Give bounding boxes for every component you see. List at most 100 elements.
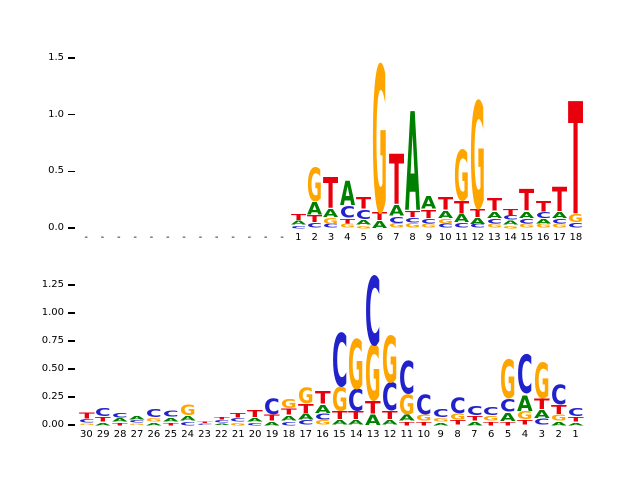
svg-text:C: C (487, 218, 502, 225)
logo-letter-G: G (79, 423, 95, 425)
svg-text:C: C (264, 395, 280, 420)
logo-letter-T: T (230, 411, 246, 419)
logo-letter-A: A (405, 84, 420, 242)
logo-letter-C: C (365, 259, 381, 368)
logo-letter-T: T (340, 218, 356, 225)
svg-text:T: T (340, 218, 356, 225)
logo-letter-C: C (247, 422, 263, 426)
svg-text:A: A (163, 417, 179, 423)
svg-text:C: C (517, 347, 533, 407)
logo-letter-G: G (450, 412, 466, 421)
logo-letter-G: G (348, 325, 364, 405)
svg-text:G: G (281, 398, 297, 412)
svg-text:T: T (454, 198, 469, 218)
svg-text:T: T (112, 422, 128, 426)
svg-text:T: T (281, 408, 297, 417)
svg-text:T: T (230, 411, 246, 419)
logo-letter-T: T (568, 416, 584, 424)
svg-text:A: A (389, 204, 404, 220)
logo-letter-A: A (536, 218, 551, 225)
y-tick-label: 0.75 (41, 335, 64, 346)
logo-letter-C: C (340, 204, 355, 222)
logo-letter-T: T (467, 415, 483, 423)
x-tick-label: 13 (487, 232, 501, 243)
x-tick-label: 12 (471, 232, 485, 243)
logo-letter-T: T (197, 421, 214, 423)
x-tick-label: 8 (409, 232, 416, 243)
svg-text:A: A (433, 422, 449, 426)
y-tick-mark (68, 368, 75, 370)
svg-text:C: C (323, 223, 338, 229)
svg-text:G: G (438, 218, 453, 225)
y-tick-mark (68, 57, 75, 59)
svg-text:C: C (298, 419, 314, 427)
logo-letter-T: T (95, 416, 111, 424)
logo-letter-T: T (551, 403, 567, 417)
logo-letter-T: T (536, 199, 551, 215)
svg-text:C: C (467, 404, 483, 418)
logo-letter-C: C (450, 394, 466, 419)
svg-text:C: C (500, 396, 516, 416)
svg-text:C: C (454, 222, 469, 229)
logo-letter-A: A (214, 423, 230, 425)
x-tick-label: 3 (538, 429, 546, 440)
logo-letter-C: C (536, 210, 551, 220)
logo-letter-A: A (356, 219, 371, 226)
logo-letter-T: T (79, 411, 95, 420)
x-tick-label: - (198, 232, 203, 243)
logo-letter-T: T (438, 194, 453, 214)
x-tick-label: 11 (455, 232, 468, 243)
y-tick-label: 1.00 (41, 307, 64, 318)
logo-letter-G: G (389, 222, 404, 229)
logo-letter-A: A (552, 210, 568, 220)
svg-text:A: A (247, 417, 263, 423)
svg-text:G: G (517, 410, 533, 423)
svg-text:A: A (372, 219, 388, 230)
svg-text:C: C (534, 418, 550, 427)
logo-letter-C: C (470, 223, 485, 229)
svg-text:T: T (487, 196, 502, 216)
svg-text:C: C (470, 223, 485, 229)
logo-letter-C: C (500, 396, 516, 416)
logo-letter-C: C (487, 218, 502, 225)
logo-letter-T: T (399, 421, 415, 427)
x-tick-label: 14 (504, 232, 517, 243)
logo-letter-C: C (519, 218, 534, 225)
x-tick-label: 16 (536, 232, 550, 243)
logo-letter-A: A (517, 391, 533, 416)
logo-letter-G: G (315, 419, 331, 427)
svg-text:G: G (483, 415, 499, 423)
logo-letter-C: C (307, 222, 322, 229)
svg-text:G: G (405, 222, 420, 229)
svg-text:T: T (214, 416, 230, 420)
svg-text:A: A (467, 421, 483, 427)
logo-letter-A: A (365, 413, 381, 429)
svg-text:C: C (552, 218, 567, 225)
logo-letter-T: T (247, 409, 264, 420)
logo-letter-T: T (281, 408, 297, 417)
logo-letter-A: A (95, 422, 111, 426)
svg-text:A: A (315, 403, 332, 416)
svg-text:T: T (500, 421, 516, 427)
x-tick-label: - (214, 232, 219, 243)
svg-text:C: C (332, 319, 348, 403)
logo-letter-A: A (389, 204, 404, 220)
logo-letter-A: A (112, 417, 128, 423)
logo-letter-C: C (467, 404, 483, 418)
svg-text:C: C (483, 405, 499, 418)
svg-text:T: T (568, 416, 584, 424)
logo-letter-C: C (315, 412, 331, 421)
svg-text:A: A (291, 220, 307, 226)
x-tick-label: 3 (327, 232, 335, 243)
x-tick-label: 9 (425, 232, 433, 243)
svg-text:G: G (146, 417, 162, 423)
svg-text:T: T (79, 411, 95, 420)
logo-letter-G: G (421, 223, 436, 229)
logo-letter-C: C (568, 222, 583, 229)
logo-letter-G: G (552, 223, 567, 229)
x-tick-label: - (165, 232, 170, 243)
svg-text:T: T (438, 194, 453, 214)
svg-text:A: A (356, 219, 371, 226)
logo-letter-A: A (129, 415, 145, 421)
logo-letter-C: C (552, 218, 567, 225)
